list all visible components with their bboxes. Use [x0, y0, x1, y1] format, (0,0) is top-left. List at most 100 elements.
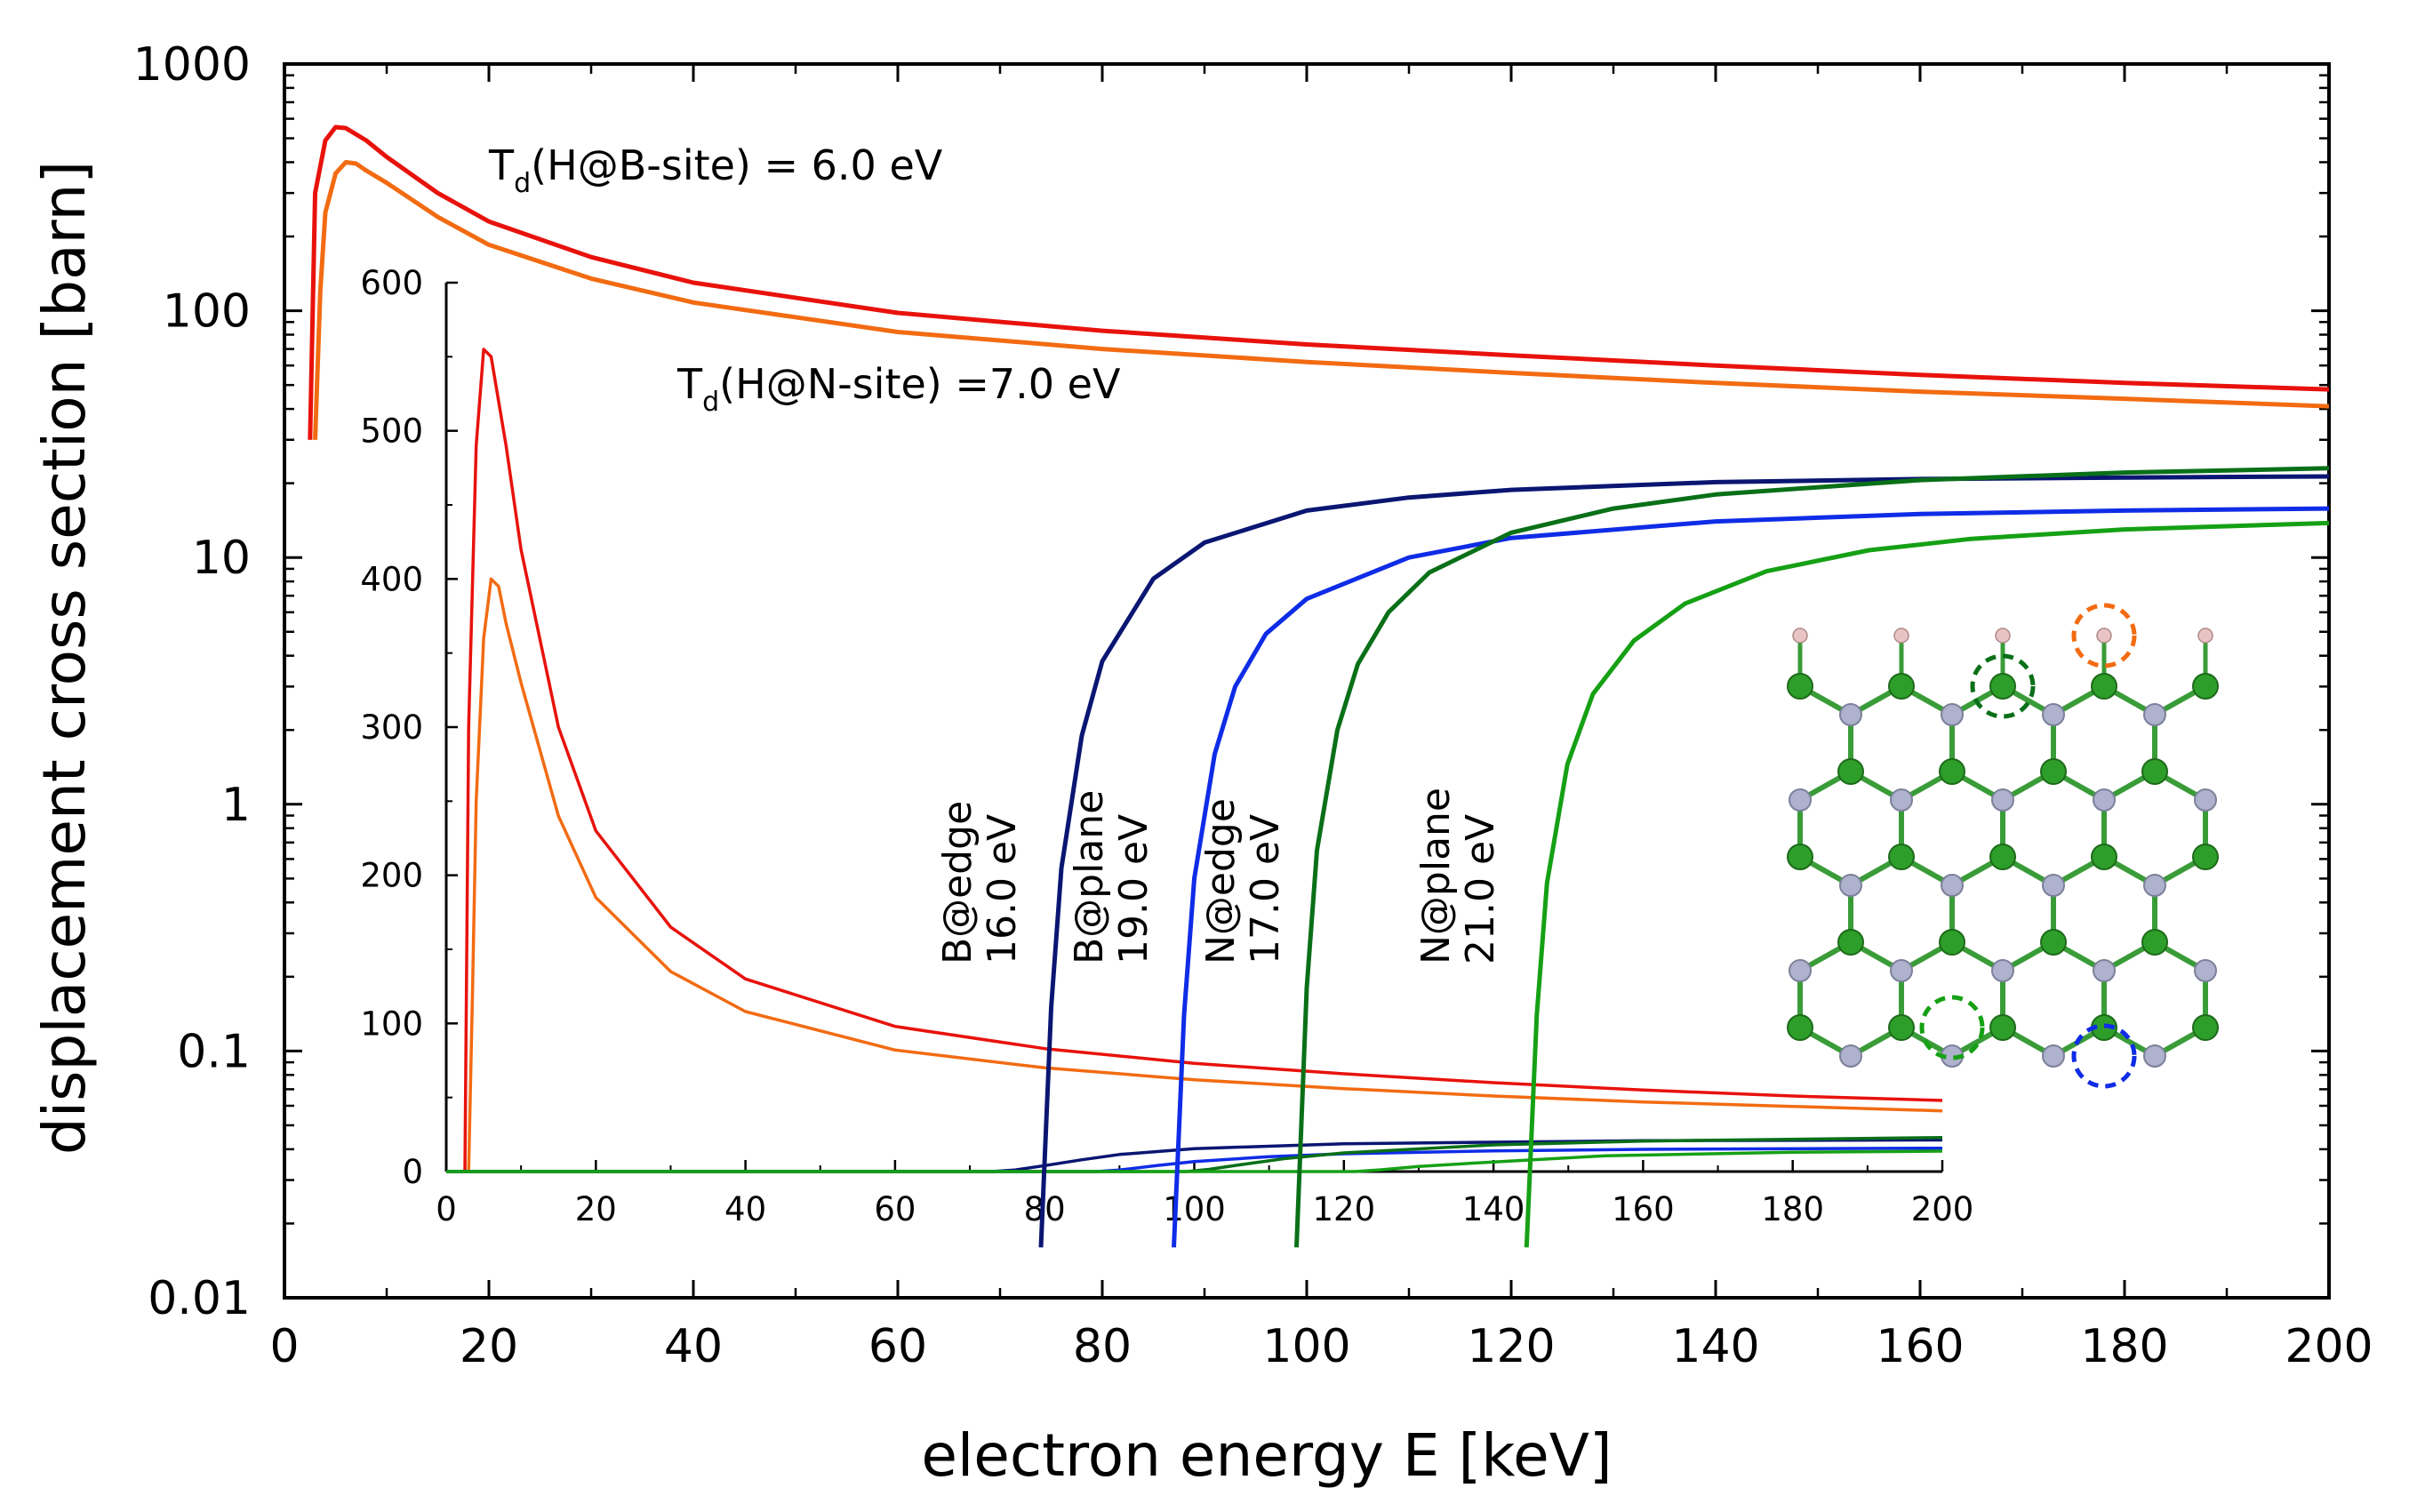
structure-n-atom: [1941, 874, 1964, 897]
main-x-tick-label: 120: [1467, 1320, 1555, 1373]
label-n-edge-name: N@edge: [1198, 798, 1244, 964]
inset-series-h-b-site: [463, 348, 1943, 1172]
main-y-tick-label: 10: [192, 532, 251, 585]
inset-y-tick-label: 500: [360, 412, 423, 451]
structure-h-atom: [2096, 628, 2112, 644]
inset-x-tick-label: 40: [724, 1190, 766, 1228]
structure-b-atom: [2141, 929, 2168, 956]
marker-h-site: [2071, 603, 2137, 668]
inset-series-group: [446, 348, 1943, 1173]
structure-b-atom: [1837, 758, 1864, 785]
label-b-plane-name: B@plane: [1067, 790, 1112, 964]
structure-n-atom: [2042, 1044, 2065, 1068]
structure-n-atom: [2194, 788, 2217, 812]
main-x-tick-labels: 0 20 40 60 80 100 120 140 160 180 200: [269, 1320, 2373, 1373]
main-y-tick-label: 0.1: [177, 1025, 251, 1078]
main-x-tick-label: 40: [664, 1320, 723, 1373]
main-x-axis-label: electron energy E [keV]: [921, 1421, 1612, 1490]
label-b-edge-name: B@edge: [935, 801, 980, 964]
structure-n-atom: [2143, 703, 2166, 726]
main-y-tick-labels: 0.01 0.1 1 10 100 1000: [133, 38, 251, 1325]
structure-b-atom: [1989, 1014, 2016, 1041]
main-x-tick-label: 180: [2080, 1320, 2168, 1373]
main-x-tick-label: 200: [2285, 1320, 2373, 1373]
structure-b-atom: [2040, 758, 2067, 785]
annotation-h-n-site-main: T: [676, 360, 703, 408]
annotation-h-n-site-rest: (H@N-site) =7.0 eV: [719, 360, 1121, 408]
structure-n-atom: [2143, 1044, 2166, 1068]
inset-x-tick-label: 0: [436, 1190, 457, 1228]
structure-n-atom: [1991, 959, 2014, 982]
main-x-tick-label: 160: [1876, 1320, 1964, 1373]
structure-n-atom: [1789, 959, 1812, 982]
main-series-b-edge-16-0-ev: [1038, 474, 2330, 1248]
structure-n-atom: [1991, 788, 2014, 812]
inset-x-tick-label: 200: [1911, 1190, 1974, 1228]
structure-n-atom: [2042, 703, 2065, 726]
main-y-tick-label: 1000: [133, 38, 251, 92]
structure-b-atom: [1939, 758, 1965, 785]
inset-y-tick-label: 600: [360, 264, 423, 302]
structure-b-atom: [1888, 1014, 1915, 1041]
inset-series-h-n-site: [467, 577, 1943, 1172]
structure-b-atom: [2192, 1014, 2219, 1041]
structure-n-atom: [2042, 874, 2065, 897]
main-x-tick-label: 80: [1073, 1320, 1132, 1373]
hbn-structure-illustration: [1787, 603, 2219, 1089]
structure-n-atom: [1839, 703, 1862, 726]
inset-y-tick-label: 100: [360, 1004, 423, 1043]
label-b-plane: B@plane 19.0 eV: [1067, 778, 1156, 964]
main-series-b-plane-19-0-ev: [1172, 506, 2330, 1248]
structure-h-atom: [1893, 628, 1909, 644]
structure-b-atom: [2040, 929, 2067, 956]
main-y-axis-label: displacement cross section [barn]: [30, 161, 99, 1155]
structure-n-atom: [1941, 703, 1964, 726]
inset-y-tick-label: 200: [360, 857, 423, 895]
label-b-plane-value: 19.0 eV: [1111, 814, 1156, 964]
structure-b-atom: [1787, 1014, 1813, 1041]
inset-y-tick-label: 0: [402, 1153, 423, 1191]
main-axis-ticks: [283, 62, 2331, 1300]
marker-b-edge: [1970, 653, 2036, 719]
structure-b-atom: [2141, 758, 2168, 785]
inset-x-tick-label: 20: [575, 1190, 617, 1228]
marker-b-plane: [1919, 995, 1985, 1060]
annotation-h-b-site-sub: d: [514, 168, 531, 199]
inset-x-tick-label: 60: [874, 1190, 916, 1228]
inset-y-tick-label: 400: [360, 560, 423, 598]
main-x-tick-label: 0: [269, 1320, 299, 1373]
structure-b-atom: [2192, 844, 2219, 870]
inset-y-tick-label: 300: [360, 708, 423, 747]
inset-series-n-plane: [446, 1149, 1943, 1173]
main-y-tick-label: 0.01: [148, 1272, 251, 1325]
main-y-tick-label: 100: [163, 285, 251, 339]
label-b-edge: B@edge 16.0 eV: [935, 788, 1025, 964]
label-b-edge-value: 16.0 eV: [980, 814, 1025, 964]
main-series-h-b-site-6-0-ev: [308, 124, 2330, 440]
label-n-plane-name: N@plane: [1413, 788, 1459, 964]
structure-n-atom: [2093, 788, 2116, 812]
main-x-tick-label: 20: [460, 1320, 518, 1373]
annotation-h-b-site-main: T: [488, 141, 515, 189]
label-n-edge-value: 17.0 eV: [1243, 814, 1288, 964]
label-n-plane: N@plane 21.0 eV: [1413, 775, 1503, 964]
main-x-tick-label: 60: [868, 1320, 927, 1373]
structure-b-atom: [1837, 929, 1864, 956]
structure-h-atom: [1995, 628, 2011, 644]
structure-h-atom: [2197, 628, 2213, 644]
annotation-h-n-site-sub: d: [702, 387, 719, 418]
main-series-group: [308, 124, 2330, 1248]
inset-x-tick-label: 140: [1462, 1190, 1525, 1228]
inset-x-tick-label: 100: [1163, 1190, 1226, 1228]
structure-b-atom: [1787, 673, 1813, 700]
inset-x-tick-label: 120: [1312, 1190, 1375, 1228]
structure-b-atom: [1939, 929, 1965, 956]
structure-n-atom: [1789, 788, 1812, 812]
structure-n-atom: [1890, 959, 1913, 982]
structure-b-atom: [1787, 844, 1813, 870]
structure-n-atom: [1839, 874, 1862, 897]
structure-b-atom: [2091, 673, 2117, 700]
main-x-tick-label: 140: [1671, 1320, 1759, 1373]
structure-b-atom: [1888, 673, 1915, 700]
